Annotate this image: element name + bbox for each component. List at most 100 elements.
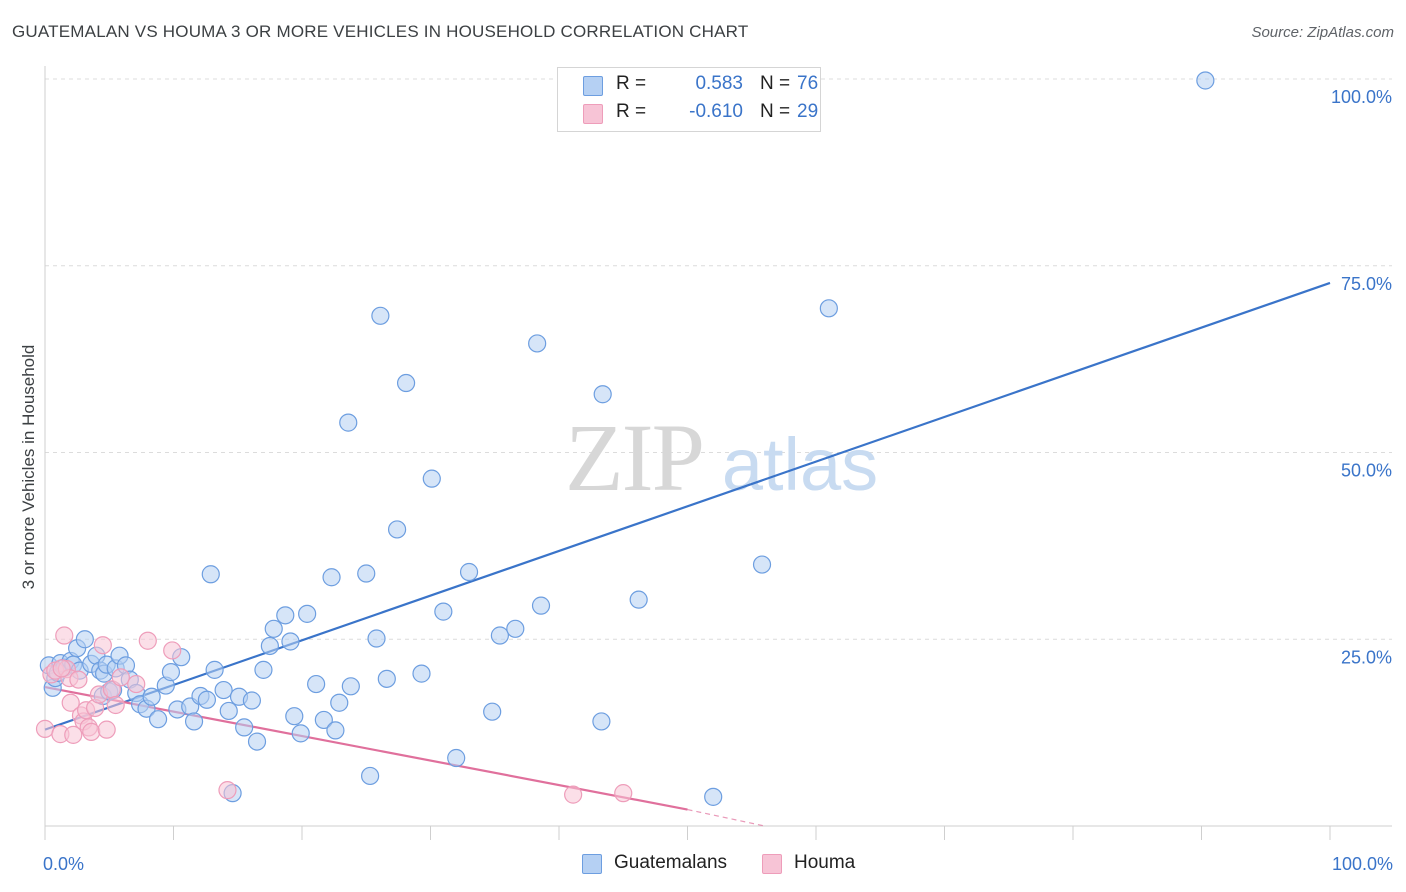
point-guatemalans bbox=[592, 712, 611, 731]
x-tick-label: 100.0% bbox=[1332, 854, 1393, 874]
point-houma bbox=[106, 695, 125, 715]
watermark: ZIP atlas bbox=[565, 404, 878, 511]
legend-r-value: 0.583 bbox=[695, 73, 743, 94]
point-guatemalans bbox=[593, 385, 612, 404]
point-guatemalans bbox=[752, 555, 772, 574]
data-points bbox=[35, 71, 1215, 806]
point-guatemalans bbox=[264, 619, 283, 638]
point-guatemalans bbox=[377, 669, 396, 688]
point-guatemalans bbox=[205, 660, 224, 679]
series-legend: Guatemalans Houma bbox=[0, 852, 1406, 878]
point-guatemalans bbox=[201, 565, 220, 584]
point-guatemalans bbox=[75, 630, 94, 649]
trendline-houma-extension bbox=[687, 808, 765, 827]
point-guatemalans bbox=[285, 707, 304, 726]
legend-r-value: -0.610 bbox=[689, 101, 743, 122]
point-guatemalans bbox=[197, 690, 217, 709]
y-tick-label: 25.0% bbox=[1341, 647, 1392, 667]
chart-title: GUATEMALAN VS HOUMA 3 OR MORE VEHICLES I… bbox=[12, 22, 749, 41]
point-guatemalans bbox=[281, 632, 300, 651]
point-houma bbox=[564, 785, 583, 804]
point-guatemalans bbox=[361, 766, 380, 786]
watermark-atlas: atlas bbox=[722, 423, 878, 506]
point-guatemalans bbox=[314, 710, 333, 730]
point-guatemalans bbox=[819, 299, 838, 318]
correlation-legend: R = 0.583 N = 76 R = -0.610 N = 29 bbox=[557, 67, 821, 132]
legend-r-label: R = bbox=[616, 101, 647, 122]
point-guatemalans bbox=[371, 306, 390, 325]
point-guatemalans bbox=[531, 596, 551, 615]
point-guatemalans bbox=[219, 701, 238, 721]
point-guatemalans bbox=[291, 724, 310, 743]
point-guatemalans bbox=[161, 663, 181, 682]
point-guatemalans bbox=[242, 691, 261, 710]
point-guatemalans bbox=[422, 469, 441, 488]
point-guatemalans bbox=[447, 748, 466, 768]
point-houma bbox=[218, 781, 237, 800]
point-guatemalans bbox=[396, 373, 416, 393]
y-tick-label: 100.0% bbox=[1331, 87, 1392, 107]
y-tick-label: 75.0% bbox=[1341, 274, 1392, 294]
trendlines bbox=[44, 281, 1331, 827]
point-guatemalans bbox=[704, 787, 723, 806]
legend-swatch-blue bbox=[583, 76, 603, 96]
tick-labels: 25.0% 50.0% 75.0% 100.0% 0.0% 100.0% bbox=[43, 87, 1393, 874]
axes bbox=[44, 66, 1392, 840]
legend-r-label: R = bbox=[616, 73, 647, 94]
point-guatemalans bbox=[254, 660, 273, 679]
chart-source: Source: ZipAtlas.com bbox=[1251, 24, 1394, 41]
point-houma bbox=[82, 722, 101, 741]
watermark-zip: ZIP bbox=[565, 404, 703, 511]
point-guatemalans bbox=[330, 693, 349, 712]
point-guatemalans bbox=[483, 702, 502, 721]
y-tick-label: 50.0% bbox=[1341, 461, 1392, 481]
x-tick-label: 0.0% bbox=[43, 854, 84, 874]
point-guatemalans bbox=[260, 636, 279, 656]
gridlines bbox=[45, 78, 1392, 640]
point-guatemalans bbox=[528, 334, 547, 353]
point-houma bbox=[61, 693, 80, 712]
point-houma bbox=[138, 631, 157, 650]
point-guatemalans bbox=[322, 568, 341, 587]
point-guatemalans bbox=[629, 590, 648, 609]
point-guatemalans bbox=[307, 674, 326, 694]
legend-n-label: N = bbox=[760, 73, 791, 94]
series-legend-label: Guatemalans bbox=[614, 852, 728, 873]
legend-n-label: N = bbox=[760, 101, 791, 122]
point-houma bbox=[93, 636, 112, 655]
point-houma bbox=[127, 674, 146, 694]
point-houma bbox=[55, 626, 74, 645]
point-guatemalans bbox=[235, 718, 254, 737]
point-guatemalans bbox=[367, 629, 386, 648]
series-swatch-pink bbox=[762, 854, 782, 874]
point-houma bbox=[69, 670, 88, 689]
point-guatemalans bbox=[326, 721, 345, 740]
point-houma bbox=[614, 784, 633, 803]
point-houma bbox=[64, 725, 83, 744]
point-guatemalans bbox=[341, 677, 360, 696]
point-guatemalans bbox=[339, 413, 358, 432]
legend-n-value: 76 bbox=[797, 73, 819, 94]
series-legend-label: Houma bbox=[794, 852, 856, 873]
point-guatemalans bbox=[1196, 71, 1215, 90]
series-swatch-blue bbox=[582, 854, 602, 874]
point-houma bbox=[163, 641, 182, 660]
point-guatemalans bbox=[357, 564, 376, 583]
legend-swatch-pink bbox=[583, 104, 603, 124]
point-guatemalans bbox=[434, 602, 453, 621]
point-guatemalans bbox=[459, 562, 479, 582]
point-guatemalans bbox=[276, 606, 295, 625]
point-guatemalans bbox=[412, 664, 431, 683]
point-guatemalans bbox=[184, 712, 204, 731]
point-houma bbox=[111, 668, 130, 687]
point-houma bbox=[97, 720, 116, 739]
legend-n-value: 29 bbox=[797, 101, 819, 122]
point-guatemalans bbox=[506, 619, 525, 638]
point-houma bbox=[35, 719, 55, 738]
point-guatemalans bbox=[490, 626, 509, 645]
point-guatemalans bbox=[148, 710, 168, 729]
point-guatemalans bbox=[214, 680, 233, 700]
point-guatemalans bbox=[387, 520, 407, 539]
point-guatemalans bbox=[247, 732, 267, 751]
